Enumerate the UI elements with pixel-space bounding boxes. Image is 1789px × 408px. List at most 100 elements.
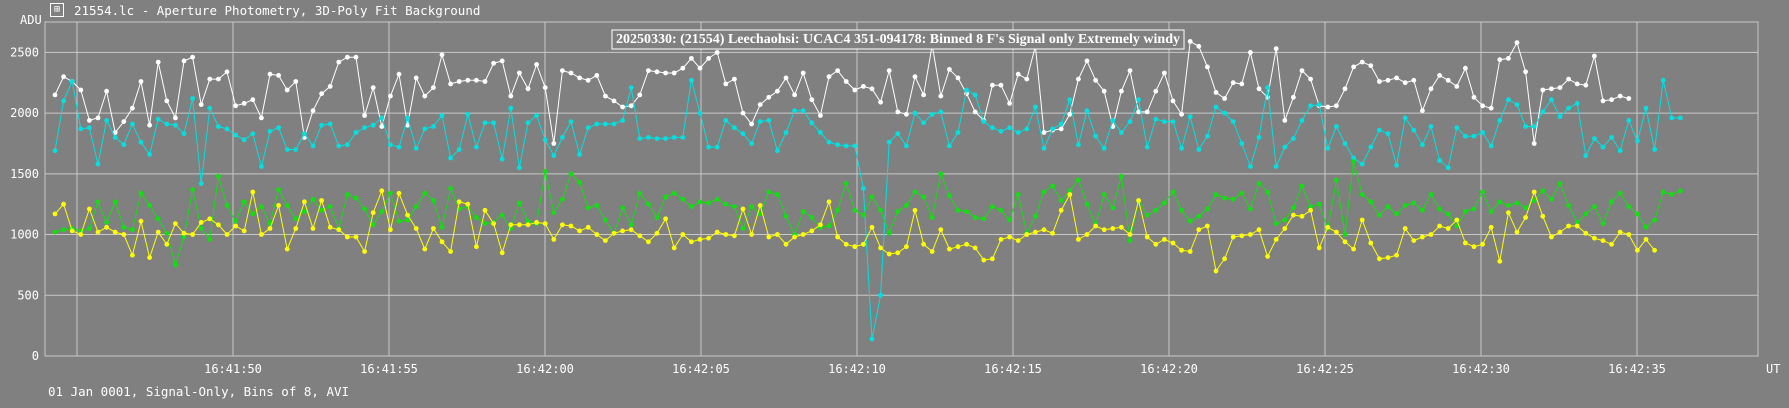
data-point [792, 108, 797, 114]
data-point [1050, 230, 1055, 236]
data-point [1273, 221, 1279, 227]
data-point [1583, 211, 1589, 217]
data-point [689, 204, 694, 210]
data-point [1497, 199, 1503, 205]
data-point [1368, 199, 1374, 205]
data-point [1050, 183, 1055, 189]
data-point [1067, 188, 1073, 194]
data-point [800, 70, 806, 76]
data-point [370, 122, 376, 128]
data-point [1342, 239, 1348, 245]
data-point [1540, 188, 1546, 194]
data-point [138, 139, 144, 145]
data-point [1162, 200, 1167, 206]
data-point [886, 139, 892, 145]
data-point [61, 74, 66, 80]
data-point [663, 70, 668, 76]
data-point [1007, 101, 1012, 106]
data-point [671, 245, 677, 251]
data-point [1325, 145, 1331, 151]
data-point [267, 226, 273, 231]
data-point [1136, 198, 1141, 203]
data-point [1463, 209, 1468, 214]
data-point [1454, 125, 1460, 131]
data-point [164, 230, 170, 236]
data-point [1024, 126, 1030, 132]
data-point [1420, 234, 1425, 240]
data-point [1308, 103, 1313, 109]
data-point [732, 233, 737, 239]
data-point [482, 207, 488, 213]
data-point [1480, 130, 1485, 135]
data-point [112, 135, 118, 140]
data-point [216, 222, 221, 228]
data-point [1007, 234, 1012, 240]
data-point [78, 87, 84, 93]
data-point [474, 77, 479, 83]
data-point [422, 190, 428, 196]
data-point [1282, 118, 1288, 123]
data-point [431, 226, 436, 231]
data-point [1334, 103, 1339, 109]
data-point [577, 228, 582, 234]
data-point [1652, 217, 1657, 223]
data-point [1058, 121, 1064, 127]
data-point [112, 130, 118, 135]
data-point [1222, 256, 1227, 262]
data-point [714, 50, 720, 55]
data-point [972, 215, 978, 220]
data-point [1385, 131, 1391, 137]
data-point [1170, 119, 1176, 124]
data-point [740, 110, 746, 116]
data-point [405, 122, 410, 128]
data-point [1041, 189, 1047, 195]
data-point [938, 109, 944, 115]
data-point [1196, 213, 1202, 219]
data-point [912, 189, 918, 195]
data-point [1067, 97, 1073, 103]
data-point [1566, 223, 1571, 229]
data-point [912, 207, 918, 213]
lightcurve-app-icon[interactable]: ⊞ [50, 3, 64, 17]
data-point [1179, 247, 1184, 253]
data-point [757, 203, 763, 208]
data-point [1015, 71, 1021, 77]
data-point [147, 255, 153, 260]
data-point [1394, 252, 1399, 258]
data-point [1583, 153, 1589, 159]
data-point [637, 136, 643, 142]
data-point [1084, 108, 1090, 114]
data-point [1076, 237, 1081, 242]
data-point [1359, 59, 1365, 65]
data-point [1144, 144, 1150, 150]
data-point [732, 76, 737, 82]
data-point [603, 121, 608, 127]
data-point [1368, 144, 1374, 150]
data-point [190, 187, 196, 193]
data-point [1566, 105, 1571, 111]
data-point [241, 101, 247, 106]
data-point [1359, 192, 1365, 197]
data-point [284, 203, 290, 208]
data-point [611, 121, 617, 127]
data-point [1265, 85, 1270, 90]
data-point [783, 75, 789, 81]
data-point [732, 204, 737, 210]
data-point [1480, 189, 1485, 195]
data-point [714, 144, 720, 150]
data-point [1488, 209, 1494, 214]
data-point [293, 79, 299, 84]
data-point [1377, 79, 1382, 84]
data-point [1497, 258, 1503, 264]
data-point [1488, 105, 1494, 111]
data-point [1076, 76, 1081, 82]
data-point [1093, 223, 1098, 229]
data-point [1377, 127, 1382, 133]
data-point [1678, 188, 1683, 194]
data-point [861, 84, 866, 89]
data-point [1617, 93, 1623, 99]
data-point [1127, 232, 1133, 237]
data-point [1514, 229, 1520, 235]
data-point [809, 215, 815, 220]
data-point [1308, 76, 1313, 82]
